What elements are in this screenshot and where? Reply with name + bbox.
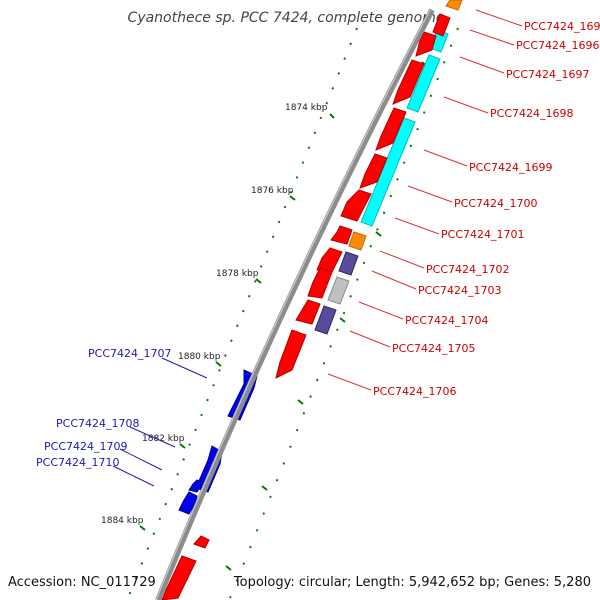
reverse-gene-arrow — [295, 299, 321, 325]
gc-track-inner — [229, 27, 459, 599]
gene-label[interactable]: PCC7424_1702 — [426, 263, 509, 276]
scale-tick-label: 1876 kbp — [251, 186, 294, 196]
scale-tick-label: 1880 kbp — [178, 352, 221, 362]
gene-label[interactable]: PCC7424_1698 — [490, 107, 573, 120]
reverse-gene-arrow — [307, 267, 333, 299]
orange-feature — [348, 231, 367, 251]
gene-label[interactable]: PCC7424_1705 — [392, 342, 475, 355]
cyan-feature — [406, 54, 441, 113]
scale-tick-marks — [139, 61, 427, 571]
gene-label[interactable]: PCC7424_1706 — [373, 385, 456, 398]
reverse-gene-arrow — [193, 535, 210, 549]
reverse-gene-arrow — [415, 31, 437, 57]
reverse-gene-arrow — [359, 153, 388, 189]
reverse-label-leaders — [327, 9, 523, 391]
reverse-gene-arrow — [375, 107, 407, 151]
gene-label[interactable]: PCC7424_1708 — [56, 417, 139, 430]
gene-label[interactable]: PCC7424_1707 — [88, 347, 171, 360]
scale-tick-label: 1874 kbp — [285, 103, 328, 113]
genome-backbone — [155, 8, 435, 600]
gene-label[interactable]: PCC7424_1697 — [506, 68, 589, 81]
orange-feature — [445, 0, 463, 11]
purple-feature — [314, 305, 337, 335]
forward-gene-arrow — [178, 491, 198, 515]
map-title: Cyanothece sp. PCC 7424, complete genome — [128, 10, 445, 26]
forward-label-leaders — [112, 357, 208, 487]
scale-tick-label: 1884 kbp — [101, 516, 144, 526]
gene-label[interactable]: PCC7424_1710 — [36, 456, 119, 469]
reverse-gene-arrow — [275, 329, 307, 379]
reverse-gene-arrow — [432, 13, 451, 37]
gene-label[interactable]: PCC7424_1701 — [441, 228, 524, 241]
topology-label: Topology: circular; Length: 5,942,652 bp… — [233, 575, 591, 590]
reverse-gene-arrow — [340, 189, 372, 222]
genome-backbone-highlight — [155, 9, 431, 600]
reverse-strand-genes — [161, 13, 451, 600]
forward-gene-arrow — [188, 479, 204, 493]
gene-label[interactable]: PCC7424_1696 — [516, 39, 599, 52]
reverse-gene-arrow — [392, 59, 425, 105]
gene-label[interactable]: PCC7424_1700 — [454, 197, 537, 210]
purple-feature — [338, 251, 359, 276]
scale-tick-label: 1882 kbp — [142, 434, 185, 444]
reverse-gene-arrow — [330, 225, 353, 245]
reverse-gene-arrow — [161, 555, 197, 600]
grey-feature — [327, 276, 350, 305]
scale-tick-label: 1878 kbp — [216, 269, 259, 279]
gene-label[interactable]: PCC7424_1709 — [44, 440, 127, 453]
gene-label[interactable]: PCC7424_1703 — [418, 284, 501, 297]
cyan-feature — [360, 117, 416, 227]
gene-label[interactable]: PCC7424_1699 — [469, 161, 552, 174]
accession-label: Accession: NC_011729 — [8, 575, 156, 590]
gene-label[interactable]: PCC7424_1704 — [405, 314, 488, 327]
gene-label[interactable]: PCC7424_1695 — [524, 20, 600, 33]
